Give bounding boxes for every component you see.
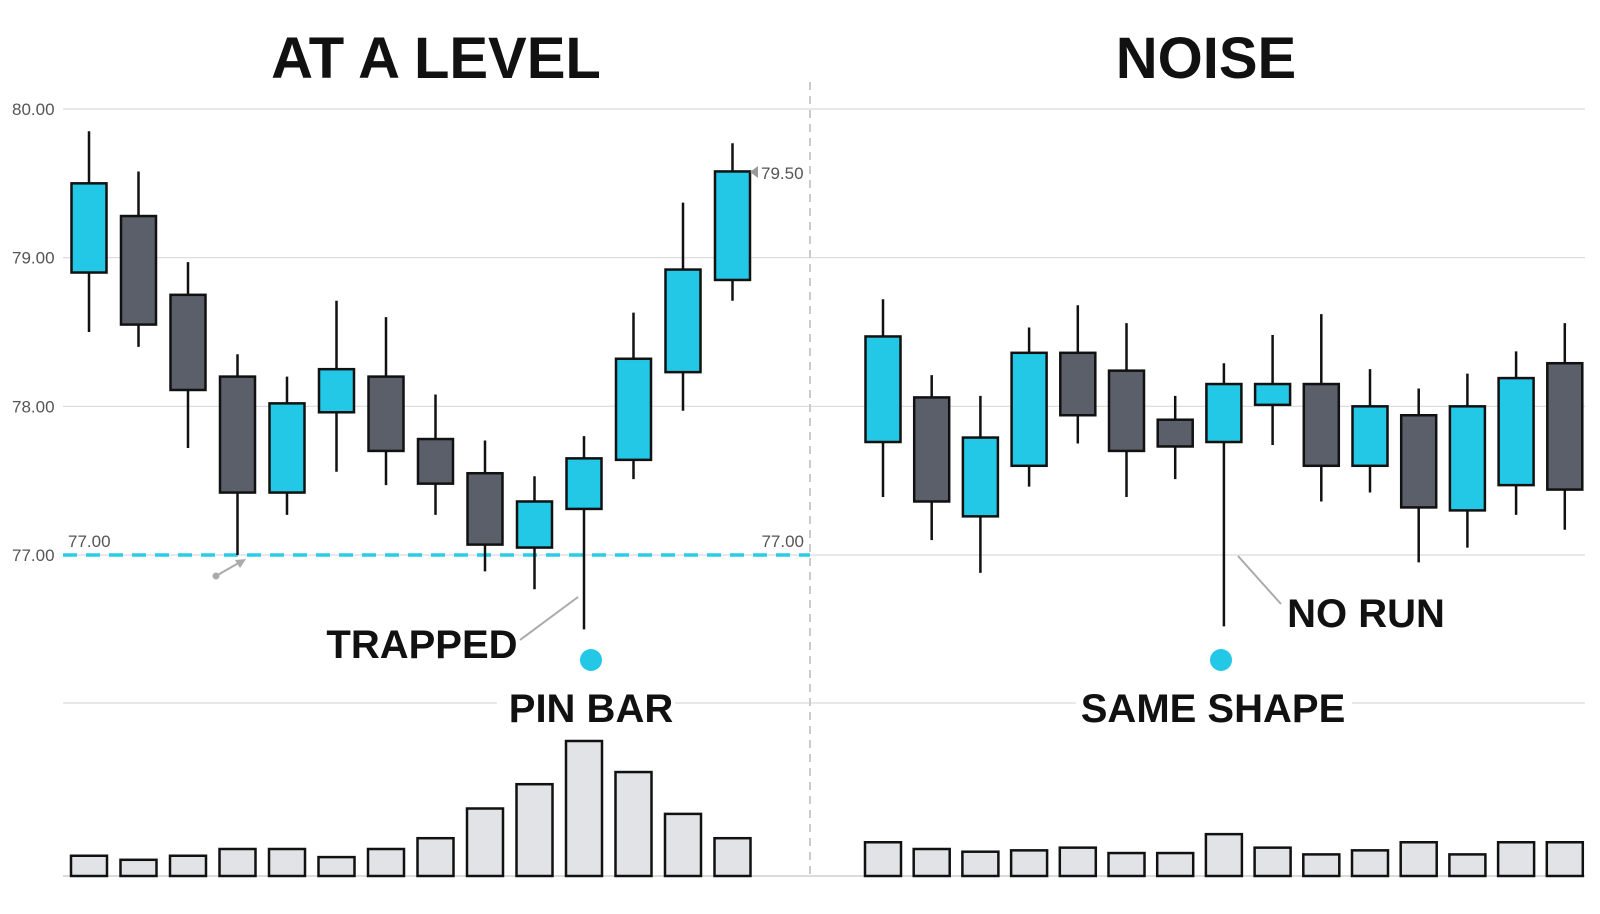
candle-body [317, 367, 356, 414]
candle-body [367, 375, 405, 453]
candle-body [664, 268, 702, 374]
candle-body [1302, 382, 1341, 468]
candle-body [70, 182, 108, 274]
same-shape-marker [1210, 649, 1232, 671]
volume-bar [1107, 851, 1146, 878]
volume-bar [1058, 846, 1098, 878]
candle-body [218, 375, 257, 494]
pin-bar-label: PIN BAR [509, 687, 674, 731]
level-touch-arrowhead [235, 559, 246, 568]
volume-bar [218, 847, 257, 878]
y-tick-label: 78.00 [12, 397, 55, 416]
candles-noise [864, 299, 1584, 627]
volume-bar [1302, 853, 1341, 878]
candle-body [416, 437, 455, 485]
level-label-right: 77.00 [761, 532, 804, 551]
trapped-leader-line [519, 596, 579, 641]
y-tick-label: 77.00 [12, 546, 55, 565]
volume-bar [1496, 841, 1536, 878]
candles-at-a-level [70, 131, 752, 630]
candle-body [614, 357, 653, 462]
candle-body [1497, 376, 1535, 487]
volume-bar [416, 836, 455, 878]
price-tag-arrow [750, 166, 758, 178]
y-tick-label: 80.00 [12, 100, 55, 119]
panel-title-left: AT A LEVEL [271, 26, 601, 91]
text-layer: AT A LEVEL NOISE 77.00 77.00 79.50 TRAPP… [68, 26, 1445, 732]
volume-bar [912, 847, 951, 878]
same-shape-label: SAME SHAPE [1081, 687, 1346, 731]
volume-bar [1253, 846, 1292, 878]
volume-bar [168, 854, 208, 878]
candle-body [1351, 405, 1389, 468]
volume-bar [317, 855, 356, 878]
volume-bar [1204, 832, 1244, 878]
candle-body [1059, 351, 1097, 417]
volume-bar [663, 812, 703, 878]
candle-body [1448, 405, 1487, 512]
panel-title-right: NOISE [1116, 26, 1297, 91]
volume-at-a-level [69, 739, 752, 878]
pin-bar-label-bg [497, 680, 675, 732]
volume-noise [863, 832, 1585, 878]
same-shape-label-bg [1076, 680, 1352, 732]
volume-bar [465, 807, 505, 878]
price-tag-label: 79.50 [761, 164, 804, 183]
volume-bar [1350, 849, 1390, 878]
volume-bar [1155, 851, 1195, 878]
volume-bar [713, 836, 752, 878]
candle-body [864, 335, 902, 444]
candle-body [1399, 414, 1438, 509]
no-run-label: NO RUN [1287, 592, 1445, 636]
candle-body [961, 436, 1000, 518]
volume-bar [1009, 849, 1049, 878]
volume-bar [863, 841, 903, 878]
volume-bar [366, 847, 406, 878]
candle-body [1156, 418, 1194, 448]
candle-body [119, 214, 158, 326]
y-tick-label: 79.00 [12, 249, 55, 268]
volume-bar [119, 858, 158, 878]
volume-bar [69, 854, 109, 878]
candle-body [268, 402, 306, 494]
volume-bar [961, 850, 1000, 878]
volume-bar [267, 847, 307, 878]
level-label-left: 77.00 [68, 532, 111, 551]
y-axis-ticks: 80.00 79.00 78.00 77.00 [12, 100, 55, 565]
candle-body [1546, 361, 1584, 491]
volume-bar [1448, 853, 1487, 878]
candle-body [565, 457, 603, 511]
candle-body [912, 396, 951, 503]
candle-body [1010, 351, 1048, 468]
volume-bar [1545, 841, 1585, 878]
volume-bar [614, 770, 653, 878]
candle-body [1253, 382, 1292, 407]
candle-body [1107, 369, 1146, 453]
candle-body [1205, 382, 1243, 444]
trapped-label: TRAPPED [326, 623, 517, 667]
candle-body [466, 471, 504, 546]
volume-bar [564, 739, 604, 878]
volume-bar [1399, 841, 1438, 878]
candle-body [169, 293, 207, 392]
candle-body [515, 500, 554, 549]
pin-bar-marker [580, 649, 602, 671]
volume-bar [515, 782, 554, 878]
no-run-leader-line [1237, 555, 1282, 605]
candle-body [713, 170, 752, 282]
annotations-layer [212, 555, 1282, 641]
